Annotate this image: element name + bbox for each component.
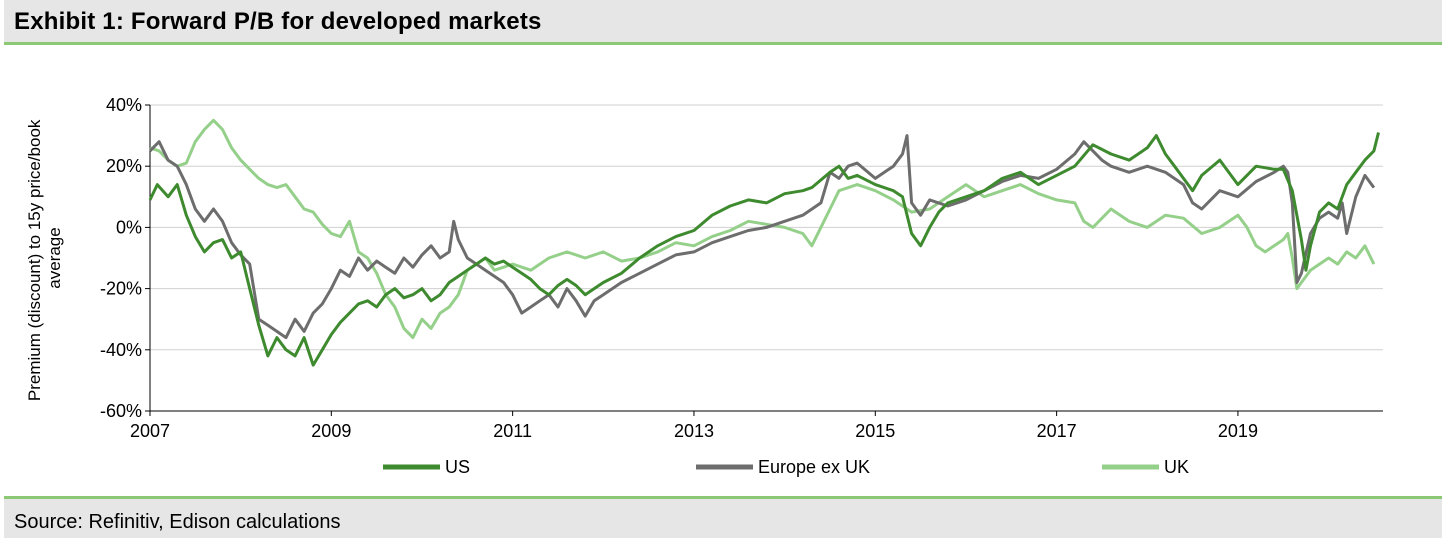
y-tick-label: 40% — [106, 95, 142, 115]
legend: US Europe ex UK UK — [383, 457, 1189, 477]
footer-bar: Source: Refinitiv, Edison calculations — [4, 496, 1442, 538]
y-tick-label: 0% — [116, 217, 142, 237]
legend-label: US — [445, 457, 470, 477]
series-line-europe-ex-uk — [148, 134, 1376, 340]
chart-title: Exhibit 1: Forward P/B for developed mar… — [14, 8, 542, 35]
y-tick-label: -40% — [100, 340, 142, 360]
y-tick-label: 20% — [106, 156, 142, 176]
x-tick-label: 2019 — [1218, 421, 1258, 441]
title-bar: Exhibit 1: Forward P/B for developed mar… — [4, 0, 1442, 45]
x-tick-label: 2017 — [1037, 421, 1077, 441]
x-tick-label: 2013 — [674, 421, 714, 441]
x-tick-label: 2009 — [311, 421, 351, 441]
x-tick-labels: 2007 2009 2011 2013 2015 2017 2019 — [130, 421, 1258, 441]
axes — [145, 104, 1383, 416]
x-tick-label: 2007 — [130, 421, 170, 441]
y-axis-label-line-1: Premium (discount) to 15y price/book — [25, 119, 44, 401]
y-axis-label-line-2: average — [45, 227, 64, 288]
series-line-us — [148, 132, 1380, 367]
x-tick-label: 2011 — [493, 421, 532, 441]
source-note: Source: Refinitiv, Edison calculations — [14, 511, 341, 533]
y-axis-label: Premium (discount) to 15y price/book ave… — [25, 115, 64, 401]
x-tick-label: 2015 — [855, 421, 895, 441]
y-tick-labels: 40% 20% 0% -20% -40% -60% — [100, 95, 142, 421]
series-line-uk — [149, 118, 1376, 340]
legend-label: UK — [1164, 457, 1189, 477]
y-tick-label: -20% — [100, 279, 142, 299]
series-lines — [148, 118, 1380, 367]
legend-label: Europe ex UK — [758, 457, 870, 477]
y-tick-label: -60% — [100, 401, 142, 421]
